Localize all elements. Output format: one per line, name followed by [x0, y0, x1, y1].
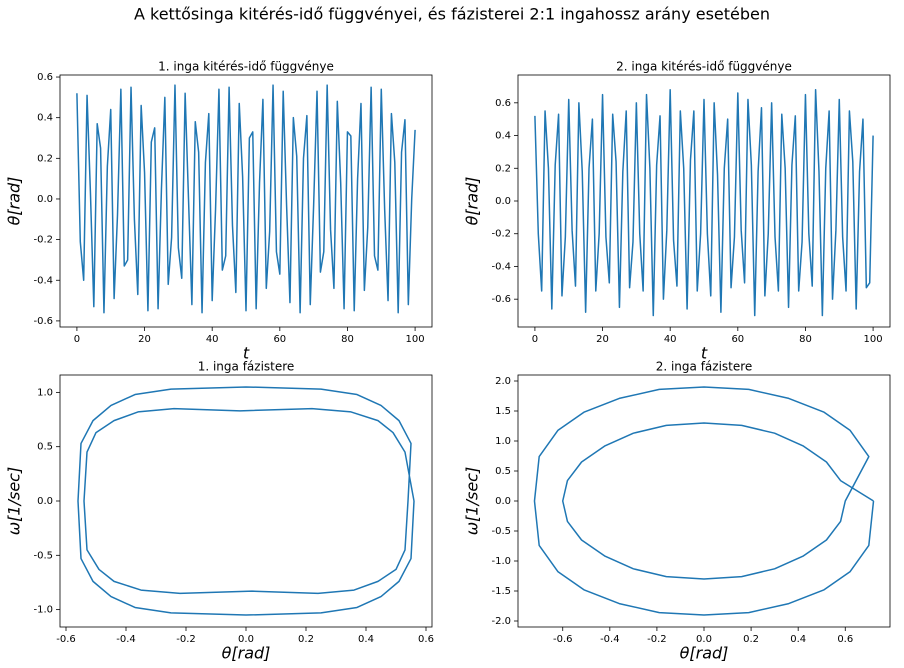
- axes-title: 1. inga kitérés-idő függvénye: [158, 60, 334, 74]
- x-tick-label: 80: [341, 334, 354, 345]
- y-tick-label: 0.2: [495, 163, 511, 174]
- axes-title: 2. inga kitérés-idő függvénye: [616, 60, 792, 74]
- axes-frame: [59, 74, 433, 328]
- x-tick-label: 0: [532, 334, 538, 345]
- x-axis-label: θ[rad]: [680, 644, 729, 663]
- axes-frame: [517, 374, 891, 628]
- x-tick-label: 100: [864, 334, 883, 345]
- y-tick-label: -0.6: [491, 294, 511, 305]
- y-tick-label: 0.4: [495, 131, 511, 142]
- y-tick-label: -1.0: [491, 556, 511, 567]
- y-tick-label: 2.0: [495, 376, 511, 387]
- data-line: [533, 386, 875, 616]
- y-tick-label: 0.0: [37, 496, 53, 507]
- y-tick-label: -0.2: [33, 235, 53, 246]
- y-axis-label: ω[1/sec]: [463, 467, 482, 535]
- x-tick-label: -0.2: [647, 634, 667, 645]
- x-axis-label: t: [243, 344, 250, 363]
- y-tick-label: -0.4: [491, 261, 511, 272]
- x-tick-label: 0.2: [298, 634, 314, 645]
- axes-frame: [59, 374, 433, 628]
- y-tick-label: 1.0: [37, 387, 53, 398]
- x-tick-label: 0.6: [418, 634, 434, 645]
- axes-title: 2. inga fázistere: [656, 360, 753, 374]
- y-tick-label: -2.0: [491, 616, 511, 627]
- y-tick-label: 1.5: [495, 406, 511, 417]
- y-axis-label: θ[rad]: [463, 177, 482, 226]
- axes-title: 1. inga fázistere: [198, 360, 295, 374]
- y-tick-label: 0.0: [495, 496, 511, 507]
- x-tick-label: -0.6: [553, 634, 573, 645]
- x-axis-label: θ[rad]: [222, 644, 271, 663]
- x-tick-label: -0.4: [116, 634, 136, 645]
- x-tick-label: -0.6: [56, 634, 76, 645]
- data-line: [77, 386, 415, 616]
- x-tick-label: 0: [74, 334, 80, 345]
- x-tick-label: -0.2: [176, 634, 196, 645]
- x-tick-label: 0.2: [743, 634, 759, 645]
- y-axis-label: ω[1/sec]: [5, 467, 24, 535]
- y-tick-label: -0.4: [33, 275, 53, 286]
- x-tick-label: 100: [406, 334, 425, 345]
- y-tick-label: -1.5: [491, 586, 511, 597]
- x-tick-label: 60: [273, 334, 286, 345]
- y-tick-label: -1.0: [33, 605, 53, 616]
- x-tick-label: 20: [596, 334, 609, 345]
- x-tick-label: 0.4: [358, 634, 374, 645]
- x-tick-label: 40: [206, 334, 219, 345]
- data-line: [534, 88, 874, 317]
- y-tick-label: 0.5: [37, 442, 53, 453]
- y-tick-label: 0.6: [495, 98, 511, 109]
- y-tick-label: 0.4: [37, 113, 53, 124]
- y-tick-label: 0.5: [495, 466, 511, 477]
- y-tick-label: 0.2: [37, 153, 53, 164]
- x-tick-label: 80: [799, 334, 812, 345]
- data-line: [76, 84, 416, 314]
- x-tick-label: 40: [664, 334, 677, 345]
- x-tick-label: 0.0: [696, 634, 712, 645]
- x-tick-label: 0.4: [790, 634, 806, 645]
- y-tick-label: 1.0: [495, 436, 511, 447]
- y-axis-label: θ[rad]: [5, 177, 24, 226]
- figure-title: A kettősinga kitérés-idő függvényei, és …: [134, 5, 770, 24]
- x-tick-label: 60: [731, 334, 744, 345]
- y-tick-label: -0.6: [33, 316, 53, 327]
- y-tick-label: -0.5: [491, 526, 511, 537]
- x-axis-label: t: [701, 344, 708, 363]
- x-tick-label: 0.6: [837, 634, 853, 645]
- y-tick-label: -0.5: [33, 550, 53, 561]
- y-tick-label: -0.2: [491, 229, 511, 240]
- x-tick-label: 20: [138, 334, 151, 345]
- y-tick-label: 0.0: [37, 194, 53, 205]
- x-tick-label: -0.4: [600, 634, 620, 645]
- y-tick-label: 0.0: [495, 196, 511, 207]
- y-tick-label: 0.6: [37, 72, 53, 83]
- x-tick-label: 0.0: [238, 634, 254, 645]
